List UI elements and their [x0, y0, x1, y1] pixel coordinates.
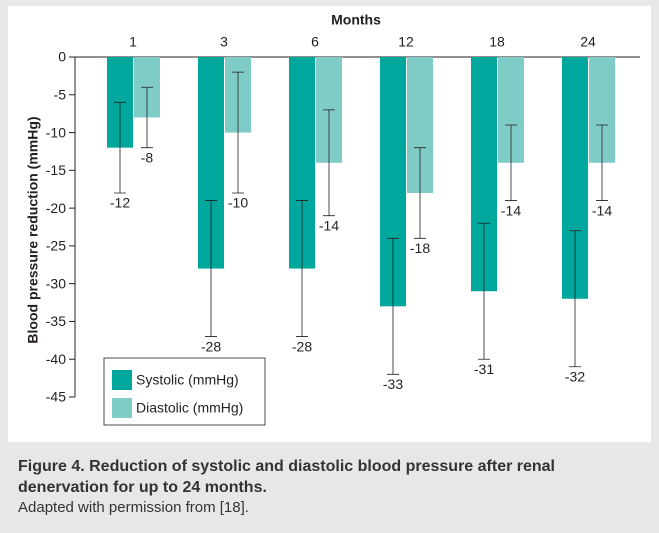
- error-bar: [569, 230, 581, 368]
- y-axis-title: Blood pressure reduction (mmHg): [25, 116, 41, 343]
- legend-swatch: [112, 370, 132, 390]
- value-label: -8: [141, 149, 154, 165]
- error-bar: [205, 200, 217, 337]
- value-label: -28: [292, 338, 312, 354]
- y-tick-label: -35: [46, 313, 66, 329]
- chart: Months Blood pressure reduction (mmHg) 0…: [8, 6, 651, 442]
- x-axis-title: Months: [331, 12, 381, 28]
- error-bar: [114, 101, 126, 194]
- error-bar: [505, 124, 517, 201]
- value-label: -18: [410, 240, 430, 256]
- caption-title: Figure 4. Reduction of systolic and dias…: [18, 458, 555, 496]
- value-label: -32: [565, 368, 585, 384]
- x-tick-label: 6: [311, 34, 319, 50]
- value-label: -14: [501, 202, 521, 218]
- error-bar: [232, 71, 244, 194]
- error-bar: [414, 147, 426, 239]
- x-tick-label: 24: [580, 34, 596, 50]
- error-bar: [296, 200, 308, 337]
- error-bar: [141, 86, 153, 149]
- y-tick-label: -25: [46, 238, 66, 254]
- value-label: -28: [201, 338, 221, 354]
- value-label: -14: [319, 217, 339, 233]
- y-tick-label: -45: [46, 389, 66, 405]
- error-bar: [478, 222, 490, 360]
- caption-note: Adapted with permission from [18].: [18, 499, 249, 516]
- x-tick-label: 1: [129, 34, 137, 50]
- y-tick-label: 0: [58, 49, 66, 65]
- value-label: -33: [383, 376, 403, 392]
- y-tick-label: -15: [46, 162, 66, 178]
- value-label: -14: [592, 202, 612, 218]
- error-bar: [323, 109, 335, 217]
- error-bar: [596, 124, 608, 201]
- value-label: -10: [228, 195, 248, 211]
- value-label: -12: [110, 195, 130, 211]
- y-tick-label: -20: [46, 200, 66, 216]
- x-tick-label: 3: [220, 34, 228, 50]
- y-tick-label: -30: [46, 275, 66, 291]
- legend-label: Diastolic (mmHg): [136, 400, 243, 416]
- x-tick-label: 12: [398, 34, 414, 50]
- x-tick-label: 18: [489, 34, 505, 50]
- legend-swatch: [112, 398, 132, 418]
- y-tick-label: -5: [54, 86, 67, 102]
- y-tick-label: -10: [46, 124, 66, 140]
- y-tick-label: -40: [46, 351, 66, 367]
- error-bar: [387, 237, 399, 375]
- legend-label: Systolic (mmHg): [136, 372, 239, 388]
- value-label: -31: [474, 361, 494, 377]
